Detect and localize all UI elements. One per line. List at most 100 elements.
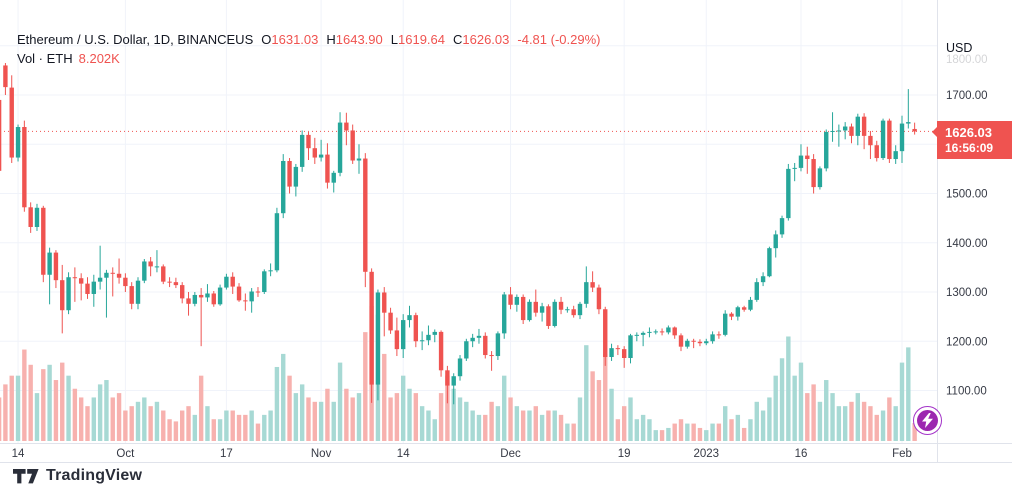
- tradingview-logo[interactable]: TradingView: [13, 467, 142, 485]
- candle-body: [34, 207, 40, 227]
- volume-bar: [135, 401, 141, 441]
- time-axis-scale[interactable]: [0, 443, 1012, 462]
- candle-body: [9, 87, 14, 158]
- volume-bar: [779, 358, 785, 441]
- volume-bar: [432, 419, 437, 441]
- candle-body: [236, 286, 242, 301]
- price-axis-scale[interactable]: [937, 0, 1012, 443]
- volume-bar: [520, 410, 526, 441]
- volume-bar: [400, 375, 406, 441]
- candle-body: [154, 266, 160, 268]
- volume-bar: [337, 362, 343, 441]
- candle-body: [312, 148, 317, 158]
- candle-body: [615, 348, 621, 350]
- candle-body: [438, 331, 444, 371]
- candle-body: [211, 293, 216, 305]
- volume-bar: [60, 362, 65, 441]
- volume-bar: [861, 401, 867, 441]
- volume-bar: [161, 410, 166, 441]
- candle-body: [849, 126, 854, 136]
- candle-body: [91, 281, 97, 294]
- candle-body: [60, 280, 65, 311]
- candle-body: [546, 306, 551, 326]
- candle-body: [331, 172, 336, 183]
- candle-body: [22, 127, 27, 208]
- volume-bar: [148, 406, 153, 441]
- candle-body: [716, 334, 722, 336]
- current-price-badge[interactable]: 1626.03 16:56:09: [932, 121, 1012, 159]
- volume-bar: [767, 397, 772, 441]
- volume-study-label[interactable]: Vol · ETH: [17, 51, 73, 66]
- low-value: 1619.64: [398, 32, 445, 47]
- volume-bar: [811, 384, 816, 441]
- candle-body: [451, 376, 456, 386]
- candle-body: [255, 291, 261, 293]
- volume-bar: [53, 380, 59, 441]
- candle-body: [464, 341, 469, 359]
- candle-body: [281, 160, 286, 214]
- candle-body: [640, 332, 646, 335]
- candle-body: [678, 335, 684, 347]
- volume-bar: [906, 347, 911, 441]
- volume-bar: [502, 375, 507, 441]
- candle-body: [198, 294, 204, 298]
- volume-bar: [350, 397, 355, 441]
- candle-body: [880, 120, 886, 159]
- volume-bar: [824, 380, 829, 441]
- volume-bar: [22, 349, 27, 441]
- candle-body: [299, 134, 305, 167]
- volume-bar: [735, 414, 741, 441]
- volume-bar: [249, 410, 254, 441]
- price-tick-label: 1300.00: [946, 287, 988, 299]
- price-tick-label: 1500.00: [946, 189, 988, 201]
- candle-body: [15, 127, 21, 158]
- candle-body: [659, 331, 665, 333]
- volume-bar: [470, 410, 475, 441]
- candle-body: [262, 271, 267, 292]
- volume-bar: [325, 388, 330, 441]
- candle-body: [584, 282, 589, 304]
- volume-bar: [457, 397, 463, 441]
- volume-bar: [281, 353, 286, 441]
- volume-bar: [224, 410, 229, 441]
- candle-body: [293, 166, 299, 187]
- volume-bar: [729, 419, 734, 441]
- plot-area: [0, 62, 937, 441]
- time-tick-label: 19: [618, 448, 631, 460]
- candle-body: [760, 276, 766, 283]
- volume-bar: [211, 419, 216, 441]
- candle-body: [874, 145, 879, 159]
- volume-bar: [167, 419, 172, 441]
- volume-bar: [855, 393, 861, 441]
- volume-bar: [880, 410, 886, 441]
- realtime-status-button[interactable]: [913, 406, 942, 435]
- candle-body: [382, 292, 387, 313]
- volume-bar: [539, 414, 545, 441]
- volume-bar: [426, 410, 431, 441]
- candle-body: [413, 315, 419, 342]
- candle-body: [243, 300, 248, 302]
- volume-bar: [792, 375, 797, 441]
- symbol-title[interactable]: Ethereum / U.S. Dollar, 1D, BINANCEUS: [17, 32, 254, 47]
- chart-canvas[interactable]: 1700.001600.001500.001400.001300.001200.…: [0, 0, 1012, 463]
- candle-body: [104, 272, 109, 278]
- low-label: L: [390, 32, 398, 47]
- volume-bar: [66, 375, 71, 441]
- time-tick-label: Feb: [892, 448, 912, 460]
- volume-bar: [363, 332, 368, 441]
- price-axis-currency: USD: [946, 41, 973, 55]
- candle-body: [647, 331, 652, 333]
- volume-bar: [489, 401, 494, 441]
- candle-body: [129, 286, 134, 304]
- volume-bar: [571, 423, 576, 441]
- time-tick-label: Dec: [500, 448, 521, 460]
- volume-bar: [0, 397, 2, 441]
- volume-bar: [129, 406, 134, 441]
- candle-body: [489, 355, 494, 357]
- volume-bar: [180, 410, 185, 441]
- volume-bar: [312, 401, 317, 441]
- candle-body: [508, 294, 513, 305]
- volume-bar: [28, 364, 33, 441]
- candle-body: [192, 294, 198, 304]
- volume-bar: [609, 388, 614, 441]
